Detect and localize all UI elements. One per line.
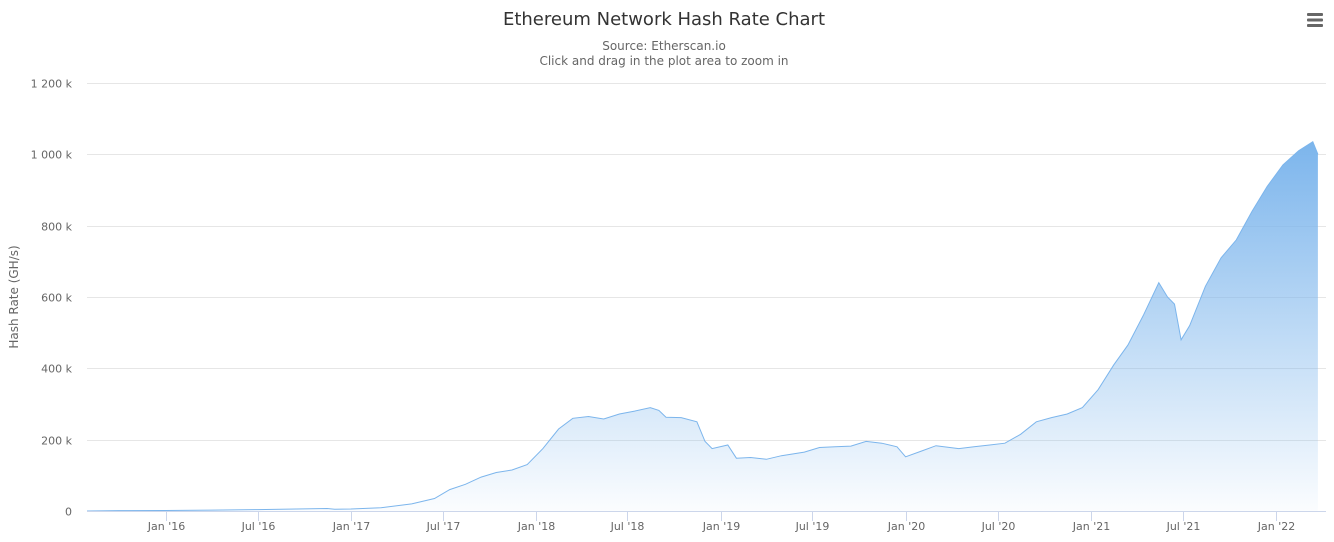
x-tick-label: Jul '16 [241,520,276,533]
y-tick-label: 200 k [41,435,72,448]
x-tick-label: Jan '19 [702,520,740,533]
x-tick-label: Jan '18 [517,520,555,533]
x-tick-label: Jul '19 [795,520,830,533]
y-tick-label: 800 k [41,221,72,234]
chart-subtitle-source: Source: Etherscan.io [602,39,726,53]
x-tick-label: Jan '20 [887,520,925,533]
x-tick-label: Jan '17 [332,520,370,533]
x-tick-label: Jan '21 [1072,520,1110,533]
y-tick-label: 1 000 k [31,149,73,162]
x-tick-label: Jul '18 [610,520,645,533]
x-tick-label: Jul '21 [1166,520,1201,533]
hash-rate-line[interactable] [86,141,1319,512]
x-tick-label: Jul '17 [426,520,461,533]
y-axis-labels: 0 200 k 400 k 600 k 800 k 1 000 k 1 200 k [31,78,73,519]
y-axis-title: Hash Rate (GH/s) [7,245,21,348]
x-axis-ticks [166,511,1277,521]
x-tick-label: Jul '20 [981,520,1016,533]
chart-title: Ethereum Network Hash Rate Chart [503,9,825,30]
chart-menu-button[interactable] [1300,8,1328,32]
x-axis-labels: Jan '16 Jul '16 Jan '17 Jul '17 Jan '18 Jul '… [147,520,1295,533]
hash-rate-area[interactable] [87,141,1318,512]
y-tick-label: 400 k [41,363,72,376]
hamburger-menu-icon [1307,13,1323,27]
y-tick-label: 0 [65,506,72,519]
y-tick-label: 1 200 k [31,78,73,91]
chart-subtitle-zoom-hint: Click and drag in the plot area to zoom … [539,54,788,68]
y-tick-label: 600 k [41,292,72,305]
x-tick-label: Jan '16 [147,520,185,533]
x-tick-label: Jan '22 [1257,520,1295,533]
